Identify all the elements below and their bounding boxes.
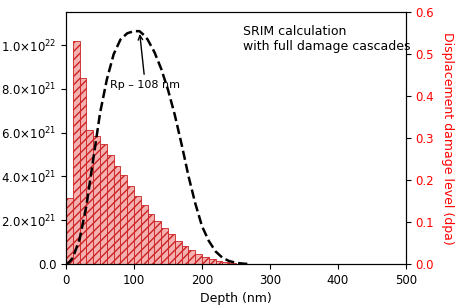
- Bar: [161, 228, 168, 264]
- Bar: [154, 221, 161, 264]
- Bar: [134, 196, 141, 264]
- Bar: [107, 154, 114, 264]
- Y-axis label: Displacement damage level (dpa): Displacement damage level (dpa): [441, 32, 454, 244]
- Bar: [114, 165, 120, 264]
- Bar: [148, 214, 154, 264]
- Bar: [216, 261, 222, 264]
- Bar: [141, 205, 148, 264]
- Bar: [202, 257, 209, 264]
- Bar: [168, 235, 175, 264]
- Bar: [86, 130, 93, 264]
- Bar: [100, 144, 107, 264]
- Bar: [229, 263, 236, 264]
- Text: SRIM calculation
with full damage cascades: SRIM calculation with full damage cascad…: [243, 25, 410, 53]
- Bar: [80, 78, 86, 264]
- Bar: [175, 241, 182, 264]
- Bar: [93, 136, 100, 264]
- Bar: [209, 259, 216, 264]
- Bar: [66, 198, 73, 264]
- Bar: [73, 41, 80, 264]
- Bar: [195, 254, 202, 264]
- Bar: [120, 175, 127, 264]
- Bar: [188, 251, 195, 264]
- Bar: [182, 246, 188, 264]
- Text: Rp – 108 nm: Rp – 108 nm: [110, 36, 180, 90]
- Bar: [222, 262, 229, 264]
- X-axis label: Depth (nm): Depth (nm): [200, 292, 272, 305]
- Bar: [127, 186, 134, 264]
